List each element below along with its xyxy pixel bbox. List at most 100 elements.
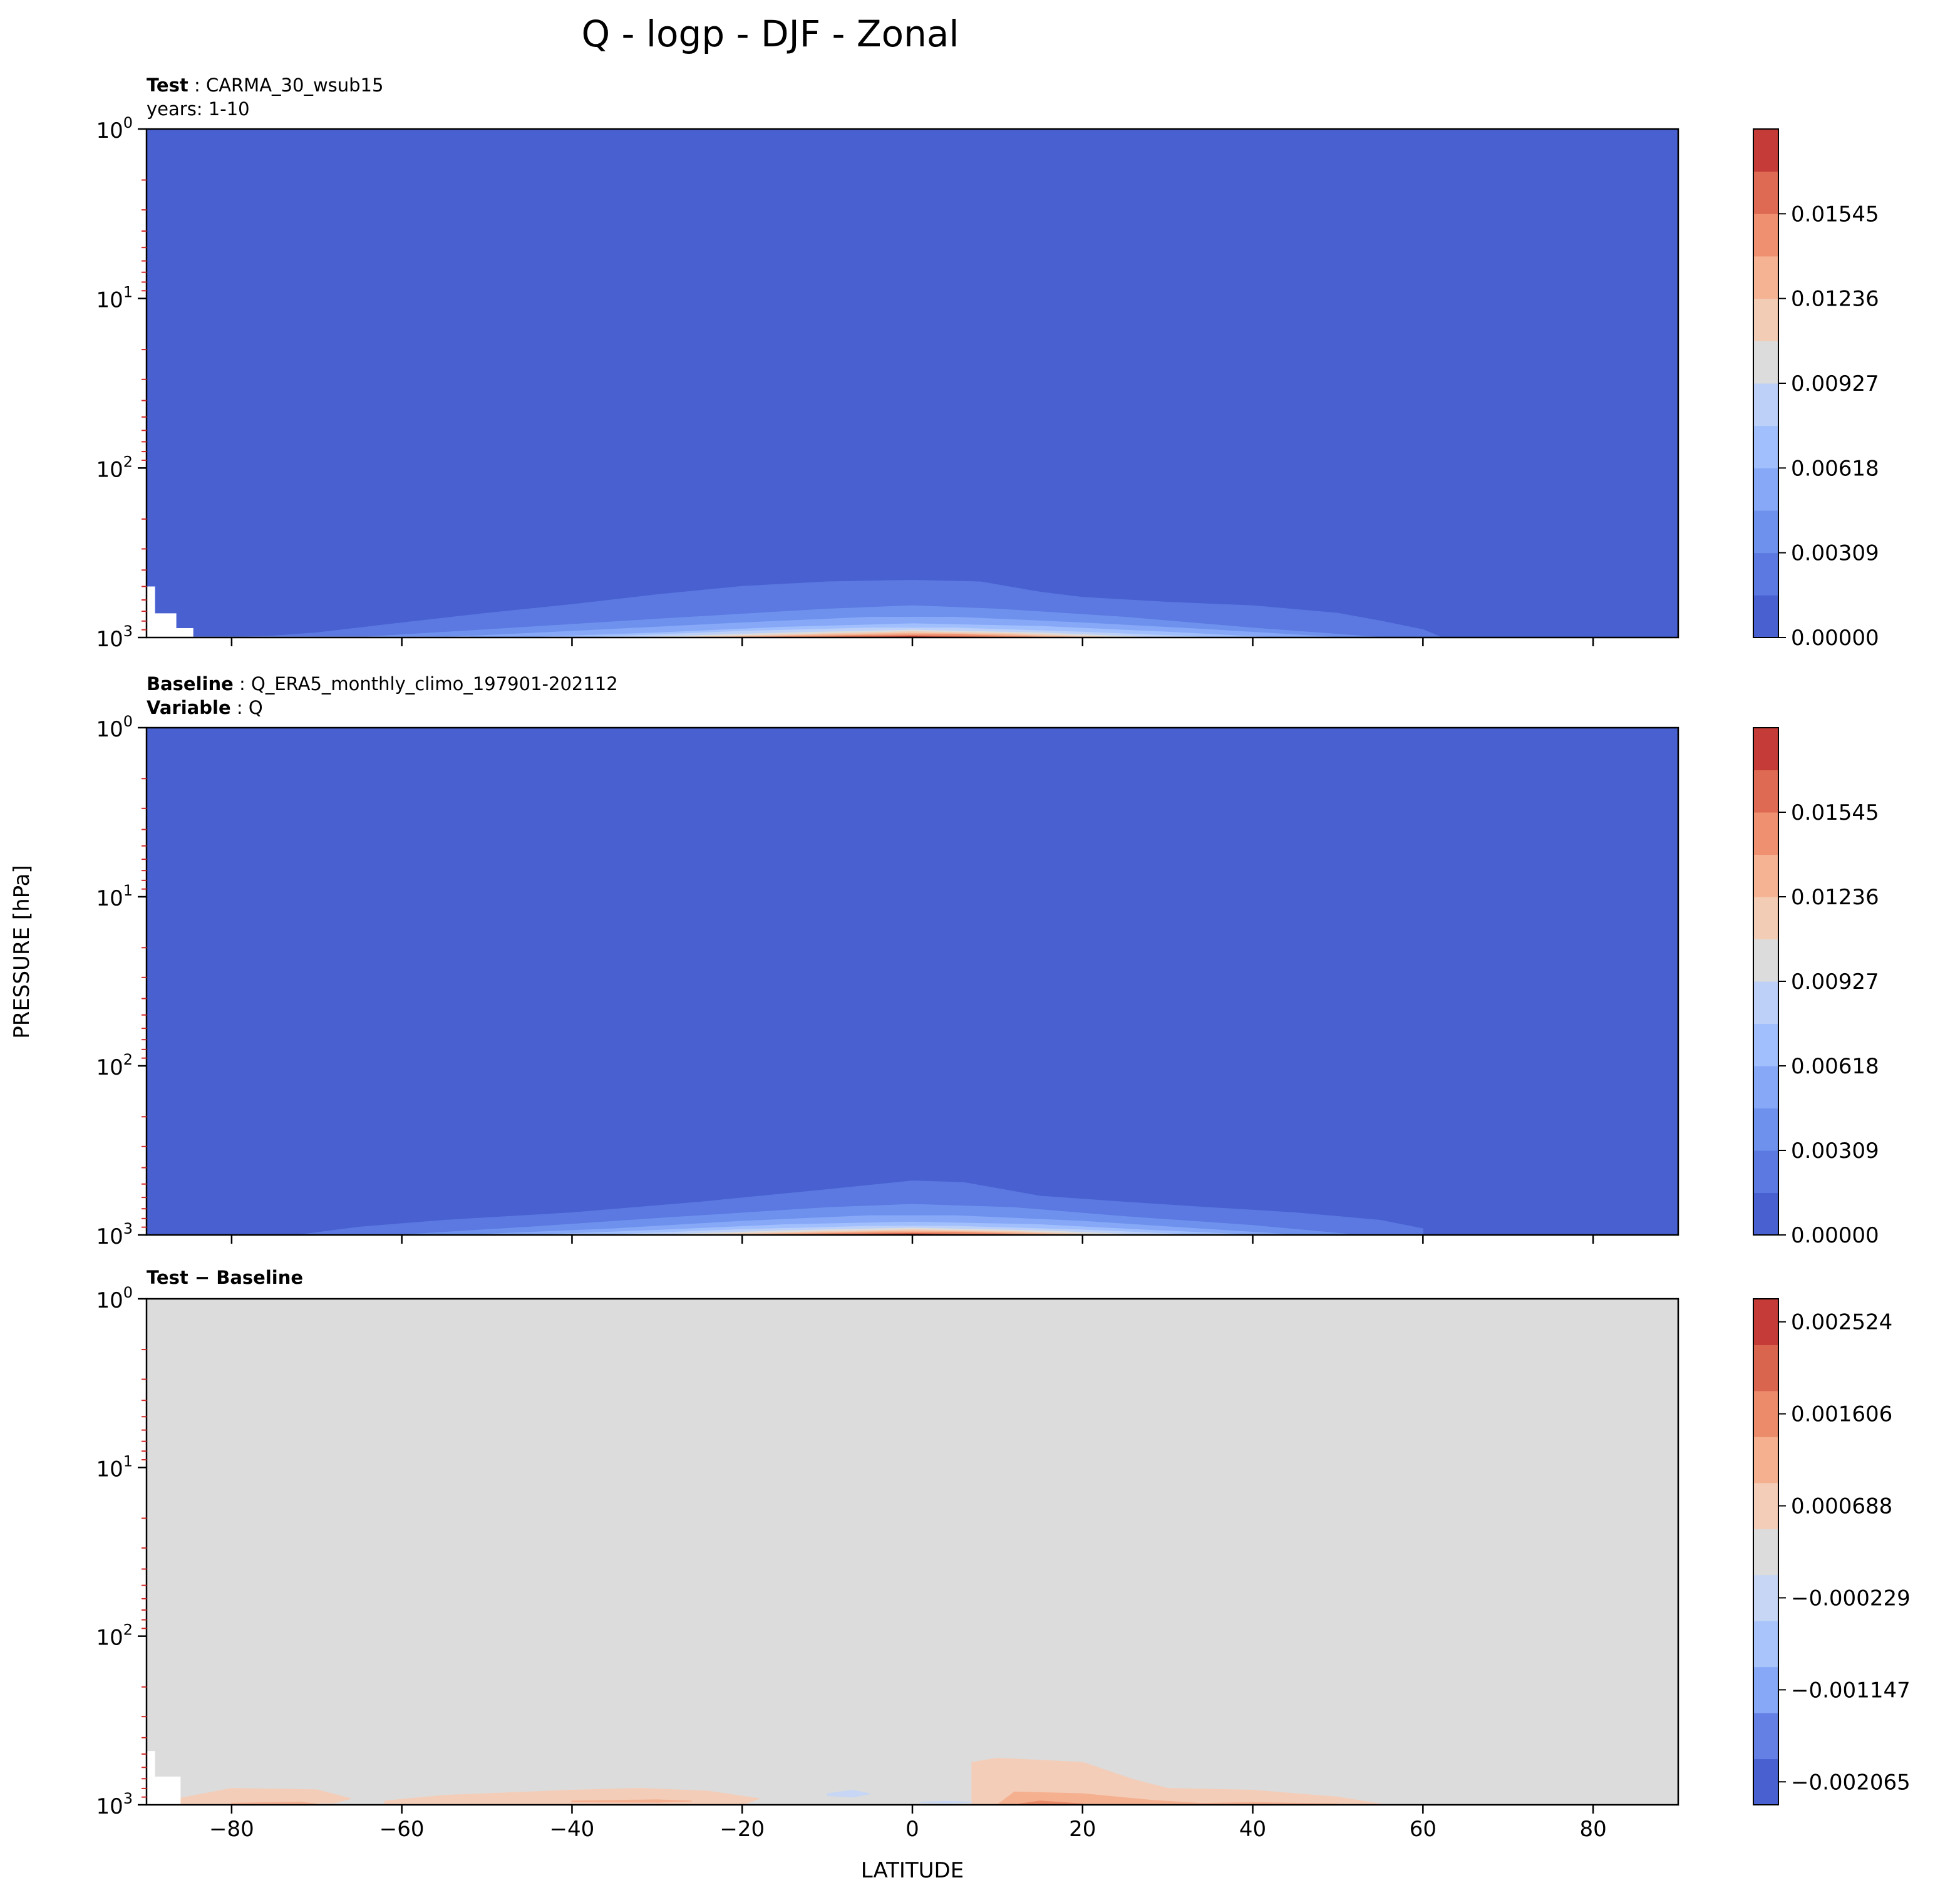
colorbar-segment xyxy=(1753,1345,1778,1391)
y-tick-label: 100 xyxy=(96,114,133,143)
colorbar-segment xyxy=(1753,1621,1778,1668)
y-tick-label: 102 xyxy=(96,1621,133,1651)
colorbar-segment xyxy=(1753,939,1778,982)
colorbar: 0.00000 0.00309 0.00618 0.00927 0.01236 0.015… xyxy=(1753,128,1879,651)
colorbar-segment xyxy=(1753,728,1778,770)
colorbar-segment xyxy=(1753,1066,1778,1108)
colorbar-segment xyxy=(1753,129,1778,172)
plot-background xyxy=(147,129,1678,638)
contour-field xyxy=(299,1180,1424,1235)
x-tick-label: 80 xyxy=(1579,1817,1606,1842)
colorbar-segment xyxy=(1753,383,1778,426)
colorbar-segment xyxy=(1753,1713,1778,1760)
colorbar-tick-label: 0.00618 xyxy=(1791,456,1879,481)
contour-field xyxy=(147,579,1441,638)
plot-background xyxy=(147,1299,1678,1805)
colorbar-tick-label: 0.00000 xyxy=(1791,626,1879,651)
colorbar-segment xyxy=(1753,1758,1778,1805)
colorbar-tick-label: 0.00309 xyxy=(1791,1138,1879,1164)
panels: 100 101 102 103 Test : CARMA_30_wsub15years:… xyxy=(96,75,1910,1842)
missing-data-region xyxy=(147,1751,470,1805)
colorbar-tick-label: 0.01236 xyxy=(1791,287,1879,312)
figure-title: Q - logp - DJF - Zonal xyxy=(581,13,959,55)
y-tick-label: 101 xyxy=(96,882,133,911)
x-tick-label: 20 xyxy=(1069,1817,1096,1842)
colorbar-tick-label: 0.00618 xyxy=(1791,1054,1879,1079)
colorbar-segment xyxy=(1753,897,1778,939)
colorbar-segment xyxy=(1753,981,1778,1024)
colorbar-tick-label: 0.01545 xyxy=(1791,202,1879,227)
colorbar-segment xyxy=(1753,1108,1778,1151)
colorbar-segment xyxy=(1753,425,1778,468)
colorbar-tick-label: 0.00000 xyxy=(1791,1223,1879,1248)
y-tick-label: 103 xyxy=(96,1790,133,1819)
colorbar-segment xyxy=(1753,1437,1778,1484)
colorbar-segment xyxy=(1753,298,1778,341)
x-tick-label: −40 xyxy=(550,1817,595,1842)
x-tick-label: 0 xyxy=(905,1817,919,1842)
colorbar: −0.002065 −0.001147 −0.000229 0.000688 0.001… xyxy=(1753,1298,1911,1805)
y-tick-label: 101 xyxy=(96,1452,133,1482)
colorbar-tick-label: 0.00927 xyxy=(1791,371,1879,396)
panel-2: 100 101 102 103 Baseline : Q_ERA5_monthly_cl… xyxy=(96,673,1879,1249)
panel-subtitle: Test − Baseline xyxy=(147,1267,303,1288)
colorbar-tick-label: 0.01545 xyxy=(1791,800,1879,825)
y-tick-label: 103 xyxy=(96,1220,133,1249)
colorbar-segment xyxy=(1753,552,1778,596)
colorbar-tick-label: −0.000229 xyxy=(1791,1586,1911,1611)
subtitle-line-1: Test − Baseline xyxy=(147,1267,303,1288)
subtitle-line-2: years: 1-10 xyxy=(147,98,250,120)
colorbar-segment xyxy=(1753,1390,1778,1437)
y-tick-label: 101 xyxy=(96,284,133,313)
x-tick-label: −20 xyxy=(720,1817,765,1842)
y-axis-label: PRESSURE [hPa] xyxy=(9,865,34,1038)
colorbar-segment xyxy=(1753,812,1778,855)
panel-1: 100 101 102 103 Test : CARMA_30_wsub15years:… xyxy=(96,75,1879,652)
x-tick-label: −60 xyxy=(379,1817,425,1842)
x-tick-label: 60 xyxy=(1410,1817,1436,1842)
y-tick-label: 103 xyxy=(96,622,133,652)
colorbar-segment xyxy=(1753,468,1778,511)
colorbar-segment xyxy=(1753,1299,1778,1345)
plot-background xyxy=(147,728,1678,1235)
colorbar-segment xyxy=(1753,214,1778,257)
colorbar-frame xyxy=(1753,1298,1779,1805)
y-tick-label: 100 xyxy=(96,1284,133,1313)
contour-level-7 xyxy=(571,1799,692,1803)
colorbar-segment xyxy=(1753,770,1778,813)
panel-subtitle: Baseline : Q_ERA5_monthly_climo_197901-2… xyxy=(147,673,618,718)
subtitle-line-1: Test : CARMA_30_wsub15 xyxy=(147,75,383,96)
colorbar-segment xyxy=(1753,1192,1778,1236)
panel-3: 100 101 102 103 −80 −60 −40 −20 0 20 40 60 80 Test − … xyxy=(96,1267,1910,1842)
colorbar-tick-label: −0.002065 xyxy=(1791,1770,1911,1795)
x-tick-label: 40 xyxy=(1239,1817,1266,1842)
colorbar-segment xyxy=(1753,595,1778,638)
x-axis-label: LATITUDE xyxy=(861,1858,964,1883)
y-tick-label: 102 xyxy=(96,1051,133,1080)
colorbar-tick-label: −0.001147 xyxy=(1791,1678,1911,1703)
colorbar-segment xyxy=(1753,1574,1778,1621)
colorbar-tick-label: 0.000688 xyxy=(1791,1494,1892,1519)
colorbar-segment xyxy=(1753,341,1778,384)
colorbar-segment xyxy=(1753,171,1778,214)
colorbar-segment xyxy=(1753,1529,1778,1576)
x-tick-label: −80 xyxy=(209,1817,254,1842)
colorbar-segment xyxy=(1753,1023,1778,1066)
colorbar-tick-label: 0.01236 xyxy=(1791,885,1879,910)
colorbar-segment xyxy=(1753,1482,1778,1529)
subtitle-line-2: Variable : Q xyxy=(147,697,263,718)
subtitle-line-1: Baseline : Q_ERA5_monthly_climo_197901-2… xyxy=(147,673,618,694)
contour-level-4 xyxy=(920,1800,972,1804)
colorbar-segment xyxy=(1753,854,1778,897)
colorbar-segment xyxy=(1753,256,1778,299)
colorbar-tick-label: 0.001606 xyxy=(1791,1402,1892,1427)
y-tick-label: 100 xyxy=(96,713,133,742)
colorbar-segment xyxy=(1753,510,1778,554)
missing-data-region xyxy=(147,586,470,638)
colorbar: 0.00000 0.00309 0.00618 0.00927 0.01236 0.015… xyxy=(1753,727,1879,1248)
colorbar-tick-label: 0.00927 xyxy=(1791,969,1879,994)
colorbar-tick-label: 0.00309 xyxy=(1791,541,1879,566)
colorbar-tick-label: 0.002524 xyxy=(1791,1310,1892,1335)
